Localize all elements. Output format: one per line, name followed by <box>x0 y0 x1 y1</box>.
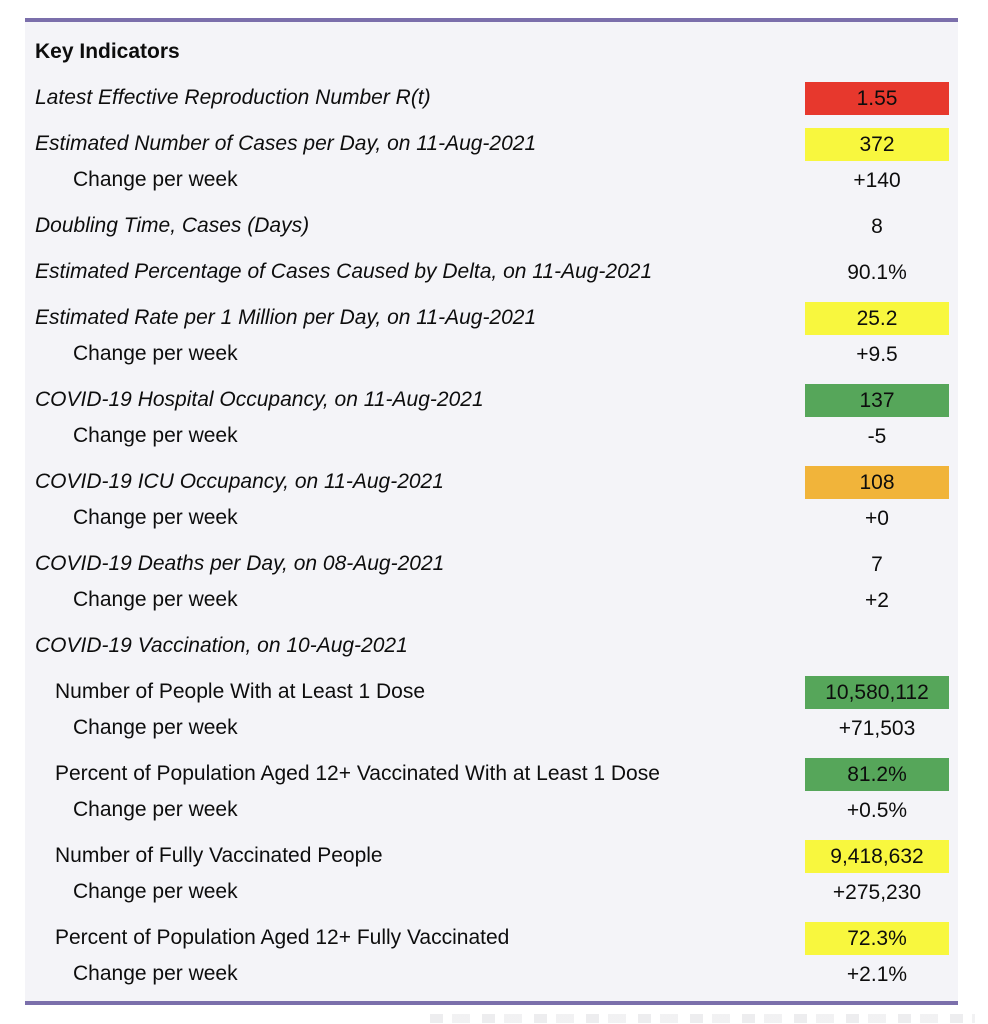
table-row: Change per week +2 <box>25 582 958 618</box>
table-row: COVID-19 Vaccination, on 10-Aug-2021 <box>25 628 958 664</box>
table-row: COVID-19 ICU Occupancy, on 11-Aug-2021 1… <box>25 464 958 500</box>
row-label: COVID-19 Hospital Occupancy, on 11-Aug-2… <box>35 388 484 411</box>
row-value: +9.5 <box>856 342 898 366</box>
row-value-highlight-orange: 108 <box>805 465 949 499</box>
panel-title: Key Indicators <box>35 40 180 63</box>
row-label: Doubling Time, Cases (Days) <box>35 214 310 237</box>
table-row: Change per week +0.5% <box>25 792 958 828</box>
row-value-highlight-red: 1.55 <box>805 81 949 115</box>
row-value: +2 <box>865 588 889 612</box>
row-value <box>805 630 949 663</box>
row-value: +71,503 <box>838 716 916 740</box>
table-row: Estimated Percentage of Cases Caused by … <box>25 254 958 290</box>
table-row: COVID-19 Hospital Occupancy, on 11-Aug-2… <box>25 382 958 418</box>
table-row: COVID-19 Deaths per Day, on 08-Aug-2021 … <box>25 546 958 582</box>
table-row: Change per week -5 <box>25 418 958 454</box>
table-row: Percent of Population Aged 12+ Vaccinate… <box>25 756 958 792</box>
table-row: Number of People With at Least 1 Dose 10… <box>25 674 958 710</box>
row-label: Number of Fully Vaccinated People <box>55 844 383 867</box>
row-value-highlight-yellow: 72.3% <box>805 921 949 955</box>
row-label: Number of People With at Least 1 Dose <box>55 680 426 703</box>
row-label: Percent of Population Aged 12+ Vaccinate… <box>55 762 660 785</box>
row-label: Change per week <box>73 342 238 365</box>
table-row: Change per week +9.5 <box>25 336 958 372</box>
row-label: Estimated Number of Cases per Day, on 11… <box>35 132 537 155</box>
row-label: COVID-19 ICU Occupancy, on 11-Aug-2021 <box>35 470 444 493</box>
row-value: 90.1% <box>847 260 907 284</box>
row-value-highlight-yellow: 372 <box>805 127 949 161</box>
table-row: Change per week +2.1% <box>25 956 958 992</box>
table-row: Percent of Population Aged 12+ Fully Vac… <box>25 920 958 956</box>
row-label: COVID-19 Deaths per Day, on 08-Aug-2021 <box>35 552 445 575</box>
cropped-next-section-hint <box>430 1014 975 1023</box>
row-label: Change per week <box>73 962 238 985</box>
row-label: COVID-19 Vaccination, on 10-Aug-2021 <box>35 634 408 657</box>
row-label: Change per week <box>73 880 238 903</box>
row-value-highlight-green: 137 <box>805 383 949 417</box>
indicator-rows: Latest Effective Reproduction Number R(t… <box>25 80 958 992</box>
row-value-highlight-green: 81.2% <box>805 757 949 791</box>
table-row: Latest Effective Reproduction Number R(t… <box>25 80 958 116</box>
row-label: Estimated Rate per 1 Million per Day, on… <box>35 306 537 329</box>
table-row: Estimated Rate per 1 Million per Day, on… <box>25 300 958 336</box>
row-label: Latest Effective Reproduction Number R(t… <box>35 86 431 109</box>
row-label: Change per week <box>73 588 238 611</box>
row-value-highlight-green: 10,580,112 <box>805 675 949 709</box>
table-row: Change per week +71,503 <box>25 710 958 746</box>
row-value: +275,230 <box>832 880 922 904</box>
row-value: +2.1% <box>846 962 908 986</box>
table-row: Number of Fully Vaccinated People 9,418,… <box>25 838 958 874</box>
row-value-highlight-yellow: 25.2 <box>805 301 949 335</box>
row-value: +0 <box>865 506 889 530</box>
row-label: Percent of Population Aged 12+ Fully Vac… <box>55 926 510 949</box>
row-label: Change per week <box>73 798 238 821</box>
row-value: -5 <box>867 424 887 448</box>
row-label: Change per week <box>73 424 238 447</box>
table-row: Doubling Time, Cases (Days) 8 <box>25 208 958 244</box>
table-row: Change per week +275,230 <box>25 874 958 910</box>
table-row: Estimated Number of Cases per Day, on 11… <box>25 126 958 162</box>
row-value: +0.5% <box>846 798 908 822</box>
row-label: Change per week <box>73 716 238 739</box>
row-value: 8 <box>871 214 883 238</box>
table-row: Change per week +0 <box>25 500 958 536</box>
row-value: 7 <box>871 552 883 576</box>
key-indicators-panel: Key Indicators Latest Effective Reproduc… <box>25 18 958 1005</box>
row-label: Change per week <box>73 168 238 191</box>
row-label: Change per week <box>73 506 238 529</box>
table-row: Change per week +140 <box>25 162 958 198</box>
row-value-highlight-yellow: 9,418,632 <box>805 839 949 873</box>
row-label: Estimated Percentage of Cases Caused by … <box>35 260 653 283</box>
row-value: +140 <box>853 168 901 192</box>
